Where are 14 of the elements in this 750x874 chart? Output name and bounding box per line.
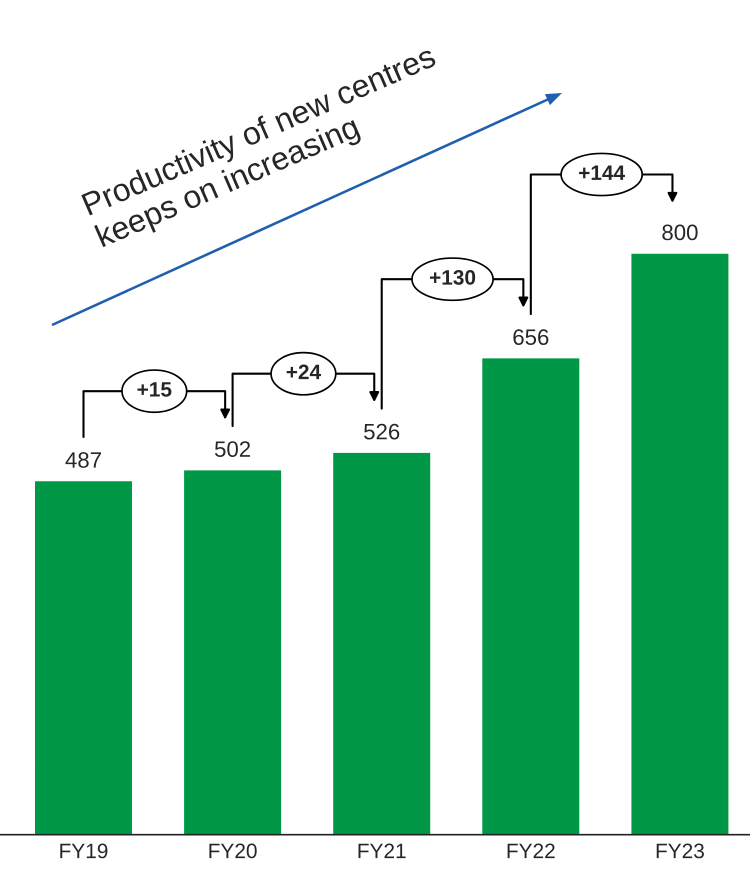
x-tick-label: FY19 (60, 844, 108, 858)
annotation: +15 (138, 382, 172, 397)
data-label: 800 (662, 224, 698, 240)
annotation: +24 (286, 364, 321, 380)
data-label: 487 (65, 452, 101, 468)
data-label: 526 (364, 424, 400, 440)
x-tick-label: FY21 (358, 844, 406, 858)
x-tick-label: FY22 (508, 844, 555, 858)
data-label: 502 (214, 441, 250, 457)
x-tick-label: FY23 (656, 844, 704, 858)
text: +144 (579, 166, 625, 180)
data-label: 656 (513, 329, 548, 345)
x-tick-label: FY20 (209, 844, 257, 858)
annotation: +130 (430, 270, 476, 285)
